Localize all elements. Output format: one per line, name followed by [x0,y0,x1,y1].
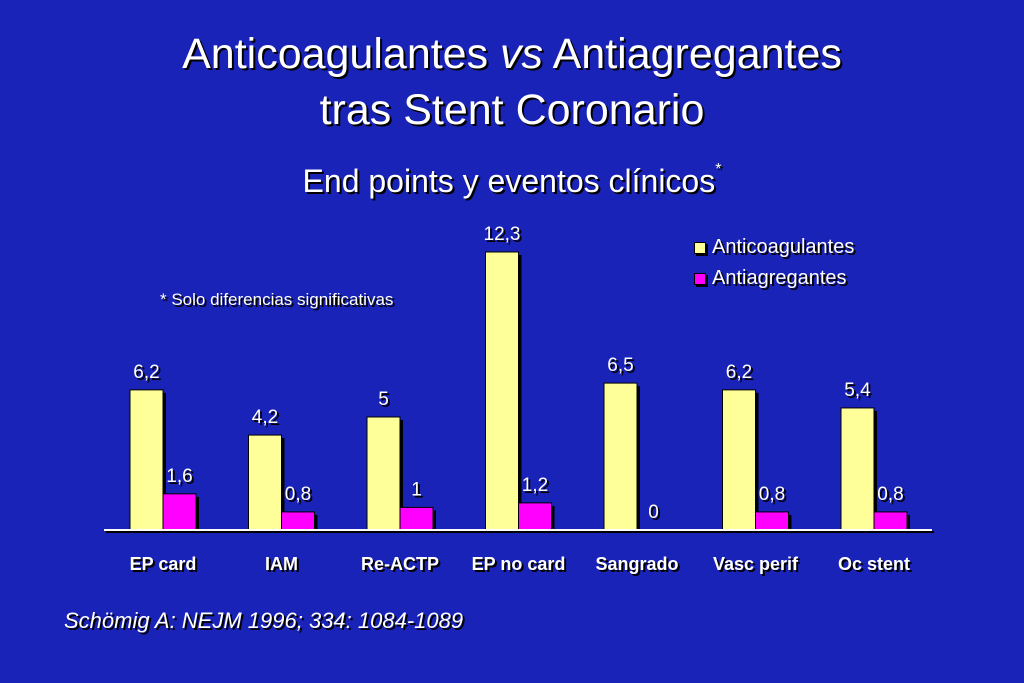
data-label-antiagregantes: 1 [411,479,422,500]
category-label-shadow: Vasc perif [715,556,801,576]
data-label-shadow: 1,2 [524,477,550,498]
category-label-shadow: EP no card [474,556,568,576]
category-label-shadow: Sangrado [597,556,680,576]
category-label: IAM [265,554,298,574]
citation: Schömig A: NEJM 1996; 334: 1084-1089 [64,608,464,633]
data-label-shadow: 6,5 [609,357,635,378]
legend: Anticoagulantes Antiagregantes [694,232,854,294]
title-italic: vs [500,30,544,78]
title-part-1: Anticoagulantes [182,30,501,78]
data-label-antiagregantes: 0,8 [877,484,903,505]
bar-antiagregantes [281,511,315,531]
data-label-antiagregantes: 1,2 [522,475,548,496]
data-label-anticoagulantes: 4,2 [252,407,278,428]
bar-anticoagulantes [840,407,875,531]
data-label-antiagregantes: 0,8 [285,484,311,505]
legend-label-anticoagulantes: Anticoagulantes [712,236,855,258]
footnote: * Solo diferencias significativas [160,290,394,309]
category-label: Sangrado [595,554,678,574]
bar-anticoagulantes [366,416,401,531]
legend-item-anticoagulantes: Anticoagulantes [694,232,854,263]
data-label-shadow: 6,2 [728,364,754,385]
category-label-shadow: EP card [132,556,199,576]
data-label-shadow: 6,2 [135,364,161,385]
data-label-shadow: 1,6 [168,468,194,489]
bar-anticoagulantes [248,434,282,531]
legend-item-antiagregantes: Antiagregantes [694,263,854,294]
data-label-anticoagulantes: 6,2 [726,362,752,383]
data-label-anticoagulantes: 5 [378,389,389,410]
data-label-antiagregantes: 0 [648,502,659,523]
bar-antiagregantes [873,511,908,531]
category-label: Vasc perif [713,554,799,574]
legend-label-antiagregantes: Antiagregantes [712,267,847,289]
data-label-shadow: 0 [650,504,661,525]
category-label-shadow: Re-ACTP [363,556,441,576]
data-label-shadow: 5,4 [846,382,873,403]
legend-swatch-antiagregantes [694,272,706,285]
data-label-shadow: 4,2 [254,409,280,430]
data-label-shadow: 12,3 [486,226,523,247]
bar-antiagregantes [399,506,434,531]
bar-anticoagulantes [129,389,164,531]
bar-antiagregantes [162,493,197,531]
bar-anticoagulantes [603,382,638,531]
chart-subtitle: End points y eventos clínicos* [0,161,1024,200]
bar-antiagregantes [755,511,789,531]
data-label-shadow: 5 [380,391,391,412]
data-label-shadow: 0,8 [761,486,787,507]
category-label: EP card [130,554,197,574]
title-line-2: tras Stent Coronario [319,86,705,134]
bar-anticoagulantes [722,389,756,531]
data-label-anticoagulantes: 12,3 [484,224,521,245]
category-label: Re-ACTP [361,554,439,574]
category-label: EP no card [472,554,566,574]
subtitle-footnote-mark: * [715,161,722,178]
data-label-shadow: 0,8 [879,486,905,507]
bar-antiagregantes [518,502,552,531]
data-label-anticoagulantes: 5,4 [844,380,871,401]
data-label-antiagregantes: 1,6 [166,466,192,487]
data-label-anticoagulantes: 6,2 [133,362,159,383]
data-label-shadow: 0,8 [287,486,313,507]
category-label-shadow: IAM [267,556,300,576]
title-line-1: Anticoagulantes vs Antiagregantes [0,26,1024,82]
bar-anticoagulantes [485,251,519,531]
data-label-antiagregantes: 0,8 [759,484,785,505]
legend-swatch-anticoagulantes [694,241,706,254]
data-label-shadow: 1 [413,481,424,502]
category-label-shadow: Oc stent [840,556,912,576]
category-label: Oc stent [838,554,910,574]
title-part-2: Antiagregantes [543,30,842,78]
chart-title: Anticoagulantes vs Antiagregantes tras S… [0,26,1024,138]
data-label-anticoagulantes: 6,5 [607,355,633,376]
subtitle-text: End points y eventos clínicos [302,163,716,199]
